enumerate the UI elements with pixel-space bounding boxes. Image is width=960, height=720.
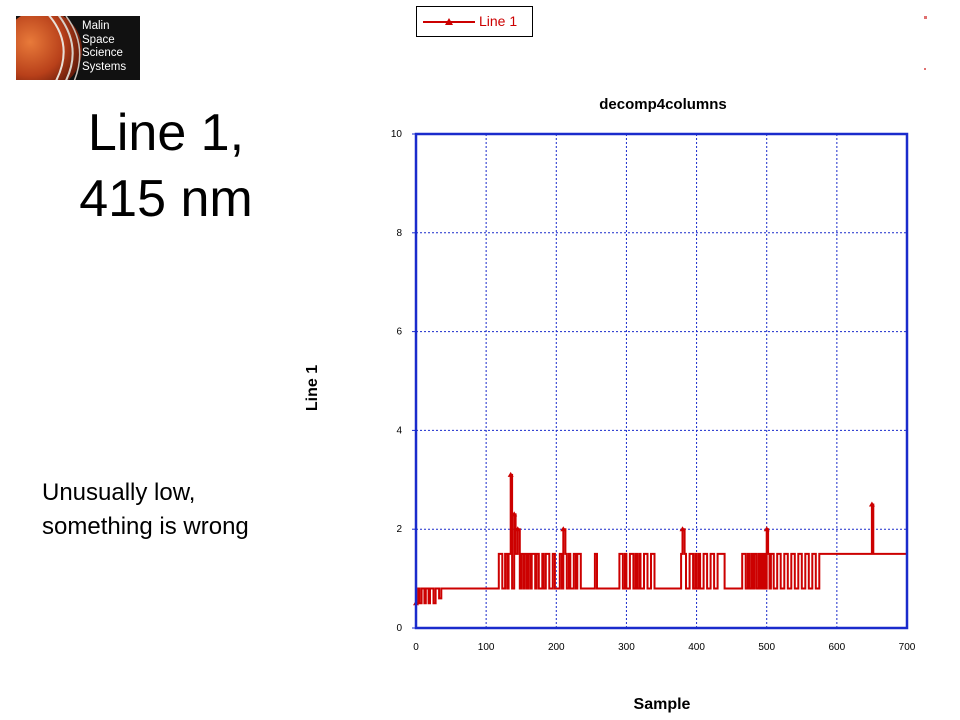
note-line-1: Unusually low, xyxy=(42,479,196,506)
data-point-marker xyxy=(511,511,518,517)
chart-legend: Line 1 xyxy=(416,6,533,37)
y-axis-label: Line 1 xyxy=(304,365,321,411)
chart-grid xyxy=(416,134,907,628)
edge-mark xyxy=(924,68,926,70)
logo-line-2: Space xyxy=(82,33,115,46)
x-tick-label: 300 xyxy=(618,642,635,653)
data-point-marker xyxy=(560,526,567,532)
logo-line-3: Science xyxy=(82,47,123,59)
series-line xyxy=(416,473,907,605)
y-tick-label: 10 xyxy=(391,129,403,140)
planet-logo-icon xyxy=(16,16,82,80)
y-tick-label: 2 xyxy=(396,524,402,535)
chart-series xyxy=(413,471,907,606)
slide-note: Unusually low, something is wrong xyxy=(42,476,249,544)
x-tick-label: 0 xyxy=(413,642,419,653)
chart-ticks: 0 100 200 300 400 500 600 700 0 2 4 6 8 10 xyxy=(391,129,916,653)
malin-logo: Malin Space Science Systems xyxy=(16,16,140,80)
x-tick-label: 600 xyxy=(829,642,846,653)
data-point-marker xyxy=(868,501,875,507)
data-point-marker xyxy=(763,526,770,532)
edge-mark xyxy=(924,16,927,19)
chart-title: decomp4columns xyxy=(599,96,727,113)
plot-frame xyxy=(414,132,909,630)
y-tick-label: 4 xyxy=(396,425,402,436)
y-tick-label: 6 xyxy=(396,327,402,338)
x-tick-label: 700 xyxy=(899,642,916,653)
note-line-2: something is wrong xyxy=(42,513,249,540)
data-point-marker xyxy=(679,526,686,532)
legend-entry-label: Line 1 xyxy=(479,13,518,29)
x-tick-label: 400 xyxy=(688,642,705,653)
slide-title-line-1: Line 1, xyxy=(87,104,245,162)
data-point-marker xyxy=(507,471,514,477)
data-point-marker xyxy=(514,526,521,532)
x-tick-label: 500 xyxy=(758,642,775,653)
logo-line-1: Malin xyxy=(82,20,110,32)
x-tick-label: 200 xyxy=(548,642,565,653)
y-tick-label: 8 xyxy=(396,228,402,239)
x-tick-label: 100 xyxy=(478,642,495,653)
legend-line-marker-icon xyxy=(423,18,475,25)
x-axis-label: Sample xyxy=(634,696,691,713)
y-tick-label: 0 xyxy=(396,623,402,634)
slide-title: Line 1, 415 nm xyxy=(40,100,292,232)
slide-title-line-2: 415 nm xyxy=(79,170,253,228)
logo-line-4: Systems xyxy=(82,60,127,73)
